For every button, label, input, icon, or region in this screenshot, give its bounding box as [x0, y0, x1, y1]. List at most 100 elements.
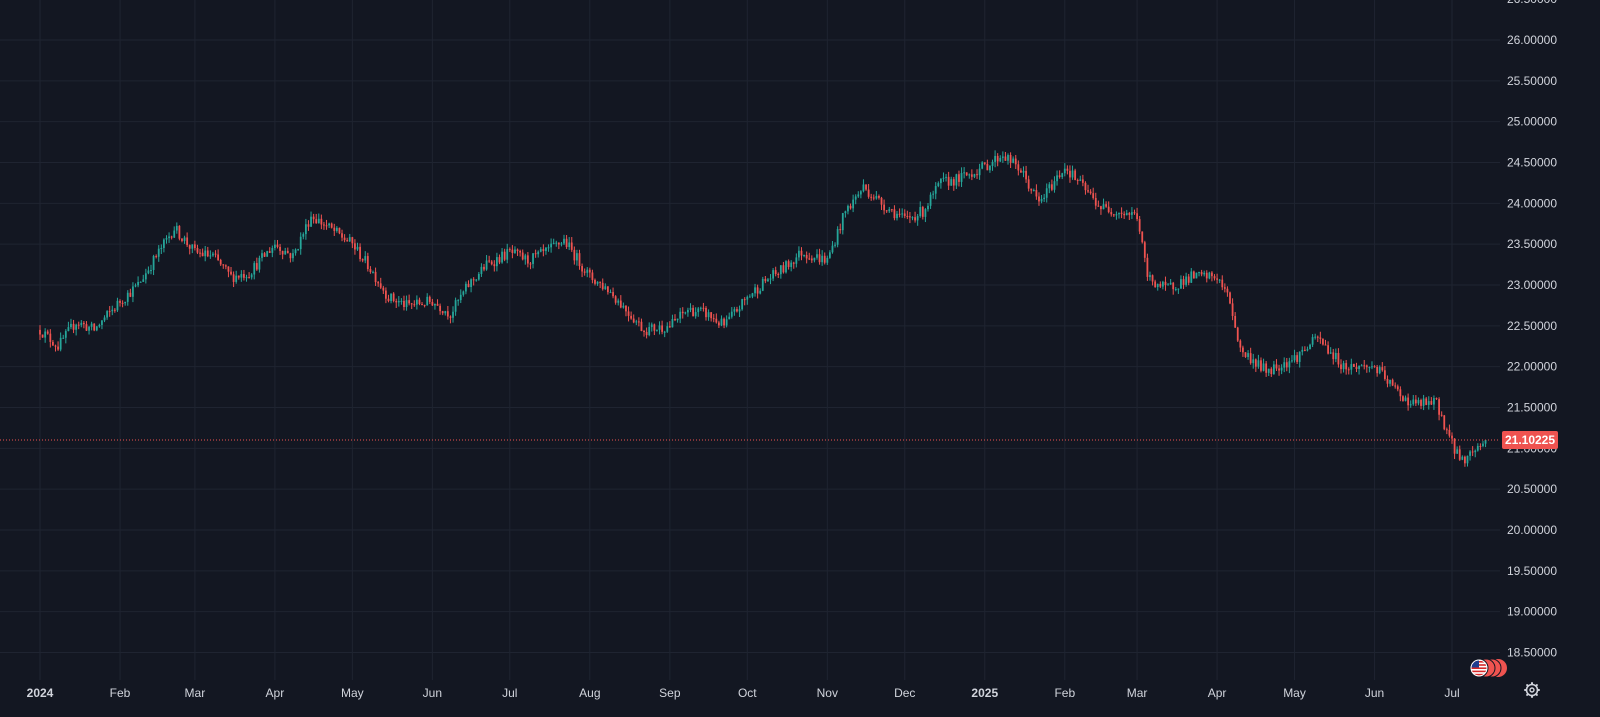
candle-body — [1484, 439, 1487, 444]
candle-body — [893, 209, 896, 219]
candle — [488, 255, 491, 263]
candle — [333, 223, 336, 236]
candle-body — [909, 216, 911, 218]
candle — [72, 319, 75, 334]
candle — [570, 237, 573, 252]
candle-body — [377, 282, 380, 284]
candle-body — [958, 174, 960, 182]
candle — [266, 250, 269, 257]
candle — [622, 302, 625, 309]
candle — [1327, 341, 1329, 355]
candle-body — [813, 257, 816, 261]
candle-body — [668, 326, 671, 328]
grid — [0, 0, 1500, 680]
candle — [568, 237, 571, 251]
candle — [1345, 359, 1348, 375]
candle — [1283, 357, 1286, 373]
candle-body — [1324, 344, 1327, 346]
candle — [1383, 365, 1386, 381]
candle-body — [1205, 272, 1208, 279]
candle-body — [1272, 364, 1275, 375]
candle-body — [612, 292, 614, 297]
candle — [687, 307, 689, 317]
candle — [565, 235, 568, 249]
candle-body — [483, 266, 485, 270]
candle — [1448, 424, 1451, 438]
candle-body — [181, 238, 183, 241]
candle — [175, 222, 178, 234]
candle — [573, 246, 576, 265]
candle-body — [1373, 366, 1376, 368]
candle-body — [1030, 188, 1033, 191]
candle — [193, 240, 196, 251]
candle — [46, 329, 49, 335]
candle-body — [1471, 451, 1474, 453]
candle — [1469, 450, 1471, 461]
candle-body — [927, 205, 929, 210]
candle — [235, 270, 238, 284]
candle — [779, 265, 782, 279]
candle-body — [1169, 282, 1172, 285]
candle — [939, 178, 942, 189]
candle-body — [67, 327, 70, 332]
candle — [186, 232, 189, 248]
candle-body — [1456, 449, 1459, 454]
candle — [1456, 446, 1459, 454]
candle-body — [989, 165, 991, 171]
candle — [692, 305, 694, 317]
candle-body — [1035, 190, 1038, 197]
candle-body — [723, 318, 725, 326]
x-tick-label: Aug — [579, 686, 600, 700]
x-axis[interactable]: 2024 Feb Mar Apr May Jun Jul Aug Sep Oct Nov Dec 202… — [27, 686, 1460, 700]
candle — [1303, 346, 1306, 352]
candle-body — [1061, 173, 1064, 178]
candle-body — [258, 257, 261, 270]
candle — [526, 252, 529, 268]
candle-body — [1285, 362, 1288, 368]
gear-icon[interactable] — [1524, 682, 1540, 698]
us-flag-icon[interactable] — [1469, 658, 1507, 678]
candle-body — [64, 331, 67, 338]
candle-body — [1265, 363, 1268, 373]
y-tick-label: 24.50000 — [1507, 155, 1557, 169]
candle-body — [1211, 272, 1213, 277]
candle-body — [570, 242, 573, 250]
candle-body — [684, 312, 687, 314]
candle-body — [477, 273, 480, 280]
candle-body — [1105, 204, 1107, 207]
candle-body — [77, 324, 80, 326]
candle — [1004, 151, 1007, 161]
candle — [439, 303, 442, 315]
candle — [782, 261, 785, 274]
candle — [111, 305, 114, 316]
candle — [475, 279, 478, 282]
candle-body — [434, 303, 436, 306]
candle-body — [1476, 445, 1479, 451]
candle-body — [1120, 212, 1123, 214]
candle-body — [586, 269, 589, 273]
y-tick-label: 20.00000 — [1507, 523, 1557, 537]
candle-body — [519, 250, 522, 253]
candle-body — [441, 311, 444, 314]
candle-body — [1422, 398, 1425, 406]
candle-body — [764, 278, 767, 282]
candle — [542, 244, 545, 257]
candle — [183, 235, 186, 244]
candle-body — [516, 249, 519, 251]
candle-body — [113, 309, 116, 311]
candle — [694, 307, 697, 319]
candle-body — [1048, 184, 1051, 189]
candle — [1089, 189, 1092, 195]
x-tick-label: Jul — [502, 686, 517, 700]
candle-body — [1301, 349, 1304, 352]
candle — [1451, 432, 1453, 444]
y-axis[interactable]: 18.50000 19.00000 19.50000 20.00000 20.50000… — [1507, 0, 1557, 660]
candle — [501, 248, 503, 264]
candle — [576, 249, 578, 266]
candle — [684, 311, 687, 315]
candle-body — [454, 300, 457, 312]
candle-body — [1303, 349, 1306, 351]
candles — [39, 150, 1487, 467]
